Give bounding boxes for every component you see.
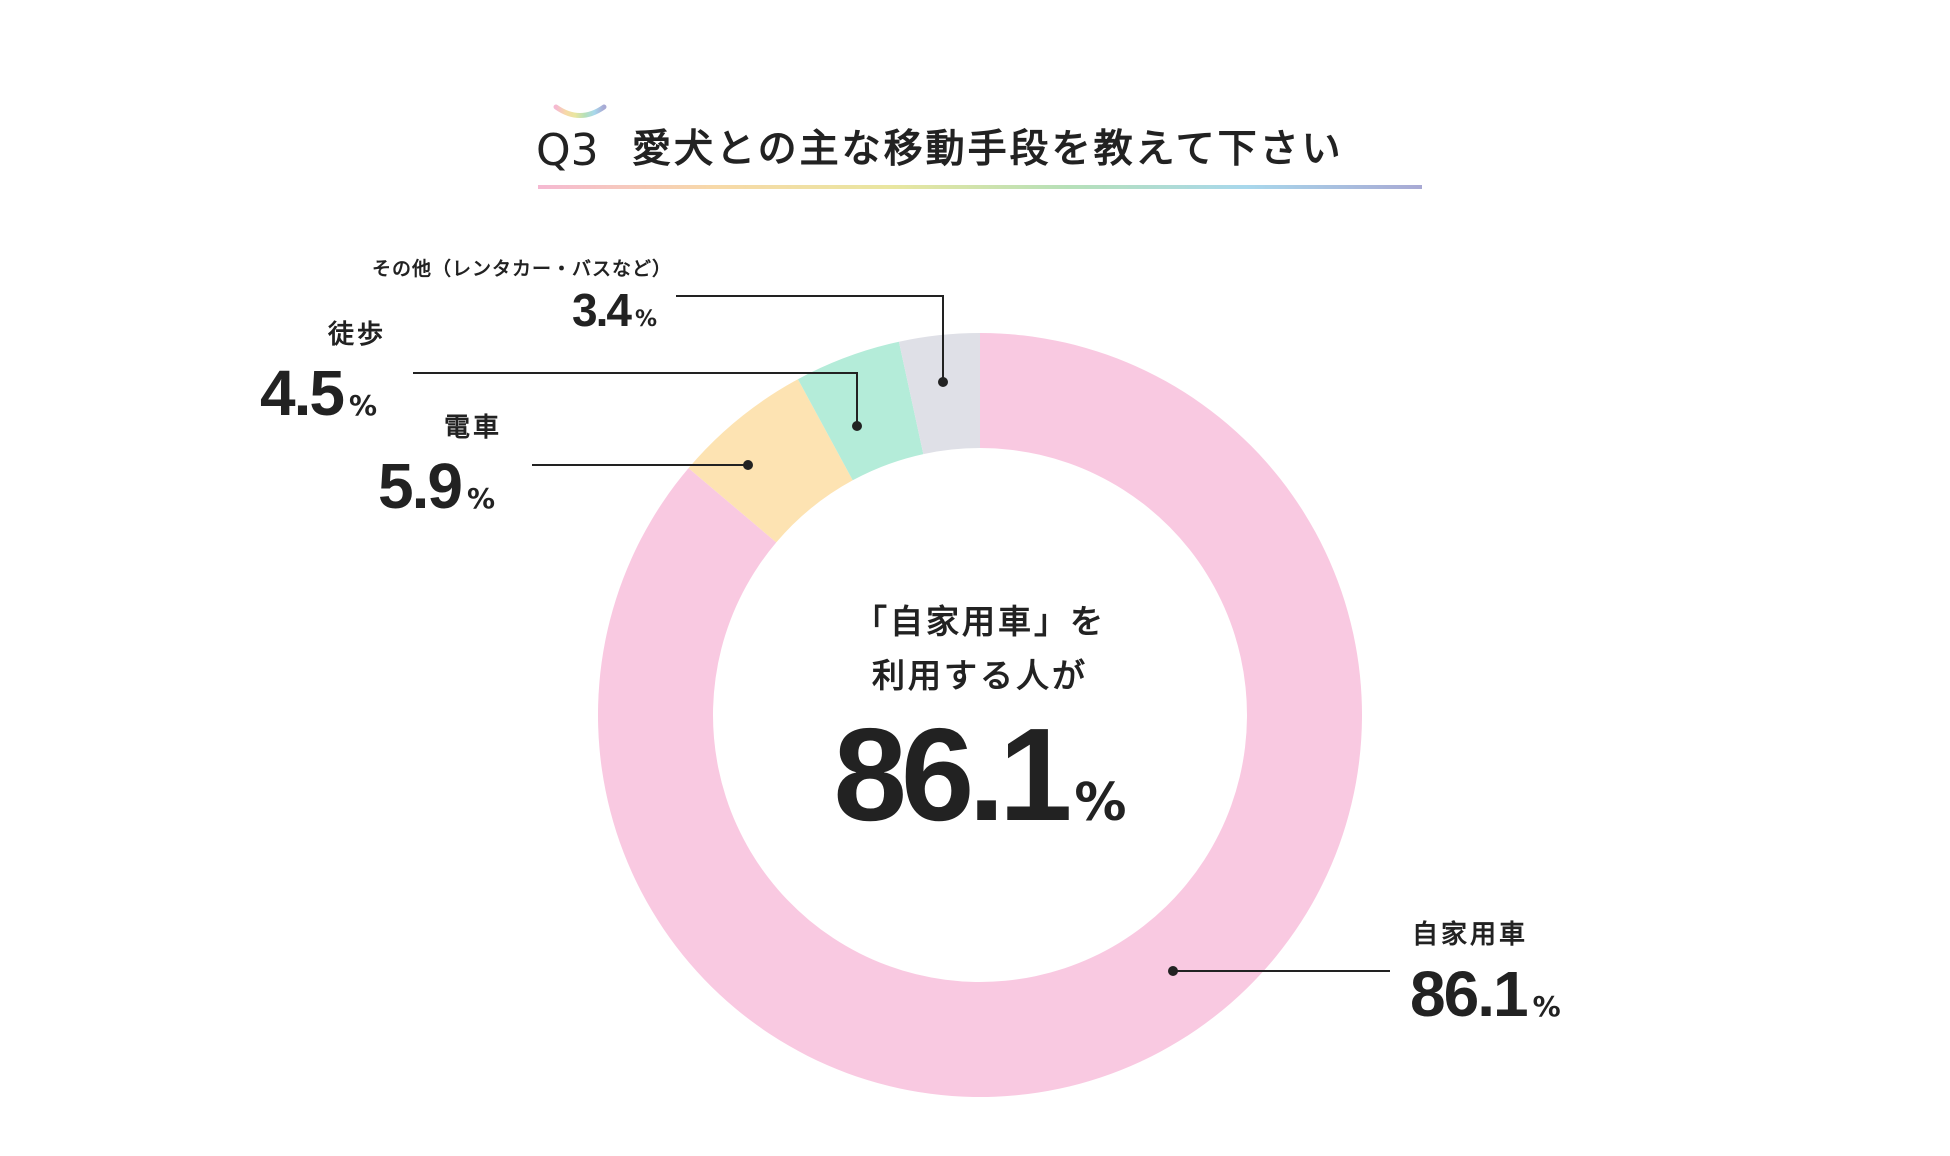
label-name-car: 自家用車 [1412,919,1528,950]
center-value: 86.1 [833,701,1068,848]
label-unit-walk: % [349,389,377,422]
label-unit-car: % [1533,990,1561,1023]
center-summary: 「自家用車」を 利用する人が 86.1% [833,602,1126,848]
label-value-group-walk: 4.5% [260,357,377,429]
leader-dot-train [743,460,753,470]
leader-train [532,460,753,470]
leader-car [1168,966,1390,976]
leader-lines [413,295,1390,976]
leader-dot-walk [852,421,862,431]
rainbow-arc-icon [553,104,607,118]
slice-train [688,379,853,543]
slice-car [597,333,1362,1097]
label-value-car: 86.1 [1410,958,1527,1030]
label-value-other: 3.4 [572,284,632,336]
center-unit: % [1074,773,1126,833]
leader-walk [413,372,862,431]
center-line-2: 利用する人が [872,656,1088,695]
label-unit-train: % [467,482,495,515]
label-value-group-other: 3.4% [572,284,657,336]
label-unit-other: % [635,307,657,332]
slice-labels: 自家用車 86.1% 電車 5.9% 徒歩 4.5% その他（レンタカー・バスな… [260,257,1561,1030]
label-name-other: その他（レンタカー・バスなど） [372,257,672,280]
slice-other [898,333,980,455]
label-value-group-car: 86.1% [1410,958,1561,1030]
slice-walk [797,341,924,481]
title-question-number: Q3 [536,125,599,176]
label-value-walk: 4.5 [260,357,343,429]
center-line-1: 「自家用車」を [854,602,1106,641]
leader-dot-other [938,377,948,387]
label-value-train: 5.9 [378,450,461,522]
title-text: 愛犬との主な移動手段を教えて下さい [632,127,1344,172]
title-rainbow-underline [538,185,1422,189]
donut-slices [597,333,1362,1097]
label-name-walk: 徒歩 [327,320,386,350]
chart-title: Q3 愛犬との主な移動手段を教えて下さい [536,104,1422,189]
leader-dot-car [1168,966,1178,976]
label-name-train: 電車 [444,413,502,443]
leader-other [676,295,948,387]
center-value-group: 86.1% [833,701,1126,848]
label-value-group-train: 5.9% [378,450,495,522]
